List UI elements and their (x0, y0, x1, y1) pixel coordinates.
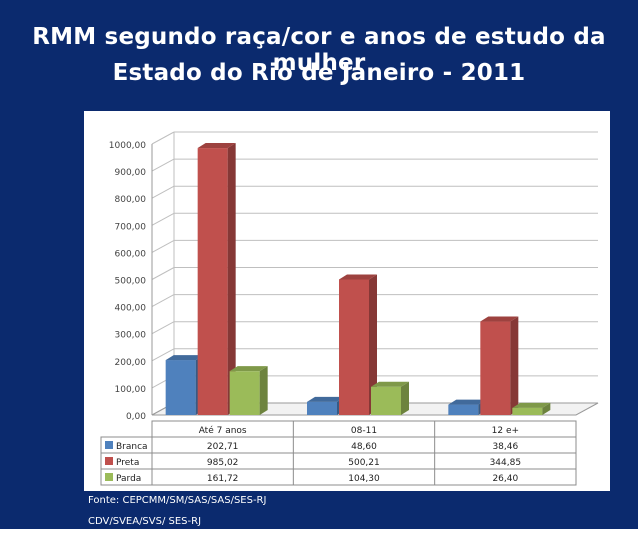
y-tick-label: 800,00 (115, 195, 147, 205)
gridline-side (151, 239, 175, 253)
chart-subtitle: Estado do Rio de Janeiro - 2011 (112, 60, 526, 86)
legend-key-preta (105, 457, 113, 465)
chart-title: RMM segundo raça/cor e anos de estudo da… (32, 24, 606, 76)
gridline-side (151, 212, 175, 226)
y-tick-label: 500,00 (115, 277, 147, 287)
x-category-label: 12 e+ (492, 426, 519, 436)
gridline-side (151, 321, 175, 335)
gridline-side (151, 131, 175, 145)
bar-top (448, 399, 487, 405)
table-row (100, 468, 577, 486)
source-note: Fonte: CEPCMM/SM/SAS/SAS/SES-RJ (88, 495, 267, 506)
bar-parda-0 (229, 371, 260, 415)
bar-chart: 0,00 100,00 200,00 300,00 400,00 500,00 600,00… (100, 131, 599, 486)
bar-side (510, 316, 519, 415)
bar-branca-2 (448, 404, 479, 415)
gridline-side (151, 185, 175, 199)
legend-label: Preta (116, 458, 139, 468)
y-tick-label: 900,00 (115, 168, 147, 178)
gridline-side (151, 294, 175, 308)
y-tick-label: 300,00 (115, 331, 147, 341)
bar-parda-1 (371, 386, 401, 415)
source-note-2: CDV/SVEA/SVS/ SES-RJ (88, 516, 202, 527)
legend-key-branca (105, 441, 113, 449)
y-tick-label: 1000,00 (109, 141, 146, 151)
data-label: 104,30 (348, 474, 380, 484)
chart-panel: 0,00 100,00 200,00 300,00 400,00 500,00 600,00… (84, 111, 610, 491)
legend-key-parda (105, 473, 113, 481)
bar-side (369, 274, 377, 415)
data-label: 985,02 (207, 458, 239, 468)
data-label: 344,85 (490, 458, 522, 468)
legend-label: Parda (116, 474, 141, 484)
y-tick-label: 400,00 (115, 304, 147, 314)
data-label: 202,71 (207, 442, 239, 452)
bar-side (401, 381, 409, 415)
bar-top (307, 396, 345, 402)
bar-top (165, 355, 204, 361)
y-tick-label: 100,00 (115, 385, 147, 395)
bar-side (227, 143, 236, 416)
x-category-label: 08-11 (351, 426, 377, 436)
bar-top (197, 143, 236, 149)
data-label: 26,40 (492, 474, 518, 484)
gridline-side (151, 348, 175, 362)
gridline-side (151, 158, 175, 172)
bar-parda-2 (512, 407, 543, 415)
gridline-side (151, 267, 175, 280)
data-label: 500,21 (348, 458, 380, 468)
y-tick-label: 0,00 (126, 412, 146, 422)
bar-top (512, 402, 551, 408)
bar-preta-0 (197, 148, 228, 416)
data-label: 38,46 (492, 442, 518, 452)
y-tick-label: 700,00 (115, 222, 147, 232)
bar-top (229, 366, 268, 372)
data-label: 48,60 (351, 442, 377, 452)
bar-preta-1 (339, 279, 369, 415)
bar-side (259, 366, 268, 415)
y-tick-label: 200,00 (115, 358, 147, 368)
bar-branca-0 (165, 360, 196, 415)
data-label: 161,72 (207, 474, 239, 484)
bar-top (480, 316, 519, 322)
bar-top (371, 381, 409, 387)
y-tick-label: 600,00 (115, 249, 147, 259)
bar-top (339, 274, 377, 280)
bar-branca-1 (307, 401, 337, 415)
x-category-label: Até 7 anos (199, 425, 247, 436)
bottom-band (0, 529, 638, 535)
bar-preta-2 (480, 321, 511, 415)
bar-side (542, 402, 551, 415)
legend-label: Branca (116, 442, 148, 452)
